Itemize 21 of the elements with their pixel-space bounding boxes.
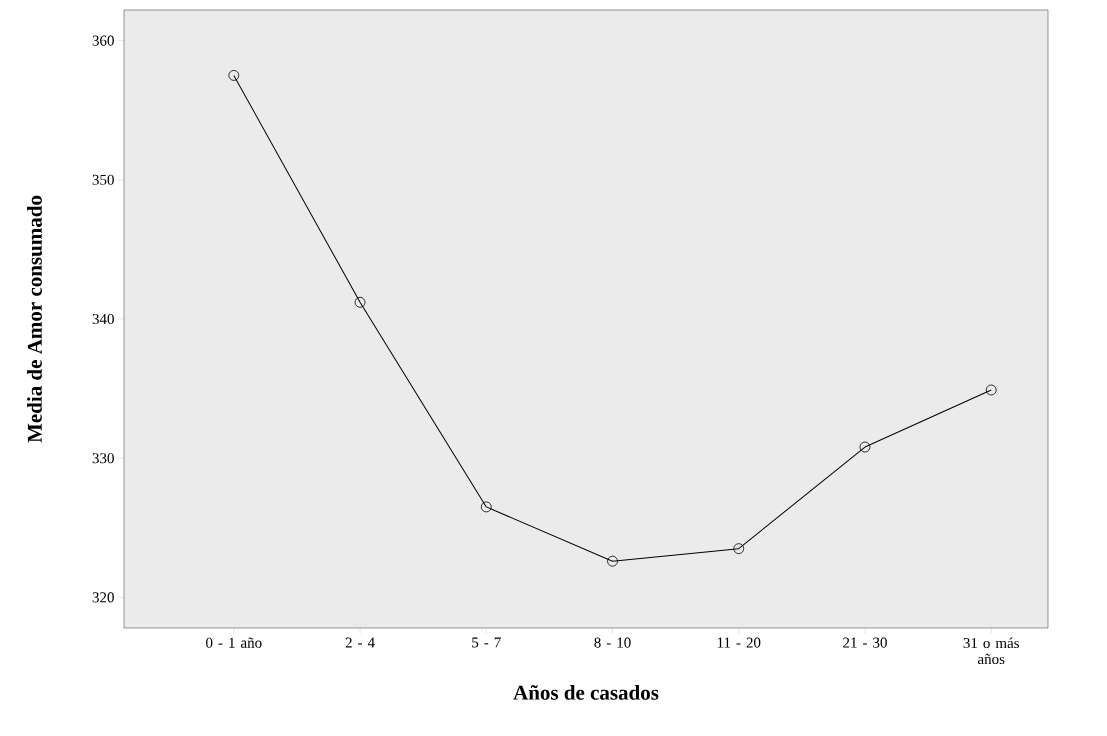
x-tick-label: 2 - 4 bbox=[345, 637, 375, 648]
x-tick-label: 21 - 30 bbox=[843, 637, 887, 648]
y-tick-label: 360 bbox=[92, 35, 114, 46]
y-axis-title: Media de Amor consumado bbox=[27, 195, 42, 443]
y-tick-label: 340 bbox=[92, 313, 114, 325]
point bbox=[733, 543, 745, 555]
point bbox=[228, 70, 240, 81]
x-tick-label: 8 - 10 bbox=[594, 637, 631, 648]
y-tick-label: 320 bbox=[92, 592, 114, 603]
point bbox=[354, 296, 366, 308]
x-tick-label: 31 o más años bbox=[963, 637, 1019, 665]
x-tick-label: 5 - 7 bbox=[472, 637, 501, 648]
x-tick-label: 0 - 1 año bbox=[206, 637, 262, 648]
point bbox=[985, 384, 997, 396]
y-tick-label: 350 bbox=[92, 174, 114, 185]
y-tick-label: 330 bbox=[92, 453, 114, 464]
point bbox=[859, 441, 871, 453]
point bbox=[607, 555, 618, 567]
point bbox=[480, 501, 492, 513]
x-axis-title: Años de casados bbox=[513, 684, 659, 700]
x-tick-label: 11 - 20 bbox=[717, 637, 761, 648]
